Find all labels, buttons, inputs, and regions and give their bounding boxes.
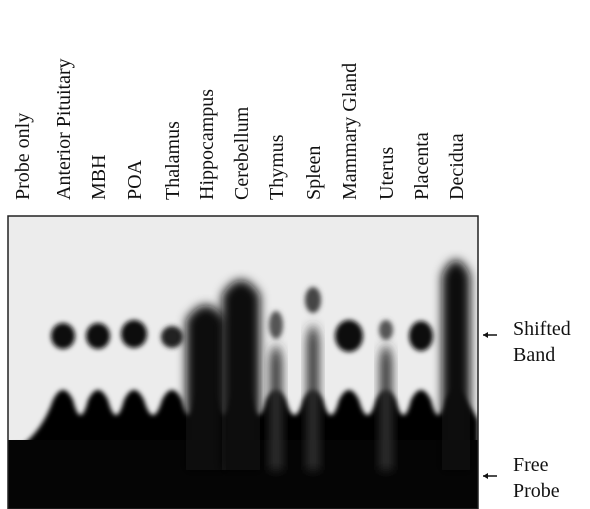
lane-label: Mammary Gland (339, 63, 361, 200)
lane-label: Thymus (266, 134, 288, 200)
smear (307, 325, 319, 470)
shifted-band (335, 320, 363, 352)
annotation: Band (513, 344, 555, 366)
lane-labels: Probe only Anterior Pituitary MBH POA Thalam… (12, 58, 468, 200)
lane-label: POA (124, 159, 146, 200)
gel (8, 216, 478, 509)
smear (222, 280, 260, 470)
arrow-head (483, 473, 488, 479)
lane-label: Probe only (12, 113, 34, 200)
shifted-band (161, 326, 183, 348)
annotation: Shifted (513, 318, 571, 340)
smear (442, 260, 470, 470)
lane-label: Anterior Pituitary (53, 58, 75, 200)
lane-label: Uterus (376, 146, 398, 200)
lane-label: MBH (88, 154, 110, 200)
smear (270, 345, 282, 470)
shifted-band (379, 320, 393, 340)
smear (186, 305, 226, 470)
shifted-band (269, 311, 283, 339)
annotation: Free (513, 454, 549, 476)
shifted-band (409, 321, 433, 351)
shifted-band (305, 287, 321, 313)
gel-figure: Probe only Anterior Pituitary MBH POA Thalam… (0, 0, 590, 509)
arrow-head (483, 332, 488, 338)
shifted-band (51, 323, 75, 349)
shifted-band (121, 320, 147, 348)
lane-label: Hippocampus (196, 89, 218, 200)
shifted-band (86, 323, 110, 349)
smear (380, 345, 392, 470)
annotation: Probe (513, 480, 560, 502)
lane-label: Cerebellum (231, 106, 253, 200)
lane-label: Decidua (446, 133, 468, 200)
lane-label: Spleen (303, 146, 325, 200)
lane-label: Thalamus (162, 121, 184, 200)
lane-label: Placenta (411, 132, 433, 200)
